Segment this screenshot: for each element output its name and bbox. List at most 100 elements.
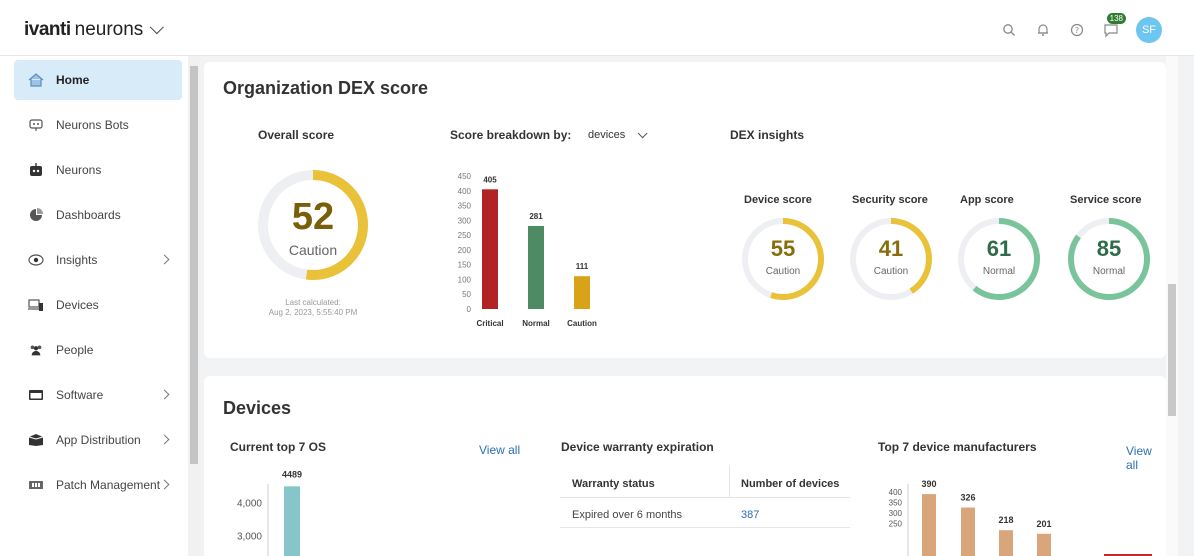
insight-score-arc xyxy=(742,218,824,300)
search-icon[interactable] xyxy=(1000,21,1018,39)
y-tick-label: 450 xyxy=(458,172,472,181)
robot-icon xyxy=(28,162,44,178)
sidebar-item-app-distribution[interactable]: App Distribution xyxy=(14,420,182,460)
bar-partial[interactable] xyxy=(1104,554,1152,556)
breakdown-label: Score breakdown by: xyxy=(450,128,572,142)
y-tick-label: 50 xyxy=(462,290,471,299)
x-category-label: Critical xyxy=(476,319,503,328)
main-scroll-thumb[interactable] xyxy=(1168,284,1176,416)
y-tick-label: 100 xyxy=(458,275,472,284)
y-tick-label: 300 xyxy=(458,216,472,225)
sidebar-item-home[interactable]: Home xyxy=(14,60,182,100)
manufacturers-view-all[interactable]: View all xyxy=(1126,444,1152,472)
sidebar-item-label: Software xyxy=(56,388,104,402)
bar[interactable] xyxy=(1037,533,1051,556)
chevron-down-icon xyxy=(150,20,165,35)
insight-score-value: 41 xyxy=(878,236,904,261)
chevron-right-icon xyxy=(159,434,170,445)
insight-score-gauge xyxy=(742,218,824,300)
devices-card: Devices Current top 7 OS View all 3,000 4… xyxy=(204,376,1166,556)
sidebar-item-neurons-bots[interactable]: Neurons Bots xyxy=(14,105,182,145)
bar-value-label: 218 xyxy=(998,515,1013,525)
bell-icon[interactable] xyxy=(1034,21,1052,39)
sidebar-item-label: Devices xyxy=(56,298,99,312)
box-icon xyxy=(28,432,44,448)
brand-menu[interactable]: ivanti neurons xyxy=(24,19,165,41)
breakdown-selected: devices xyxy=(588,129,626,141)
sidebar-item-label: Neurons Bots xyxy=(56,118,129,132)
overall-score-status: Caution xyxy=(288,242,338,258)
sidebar-item-software[interactable]: Software xyxy=(14,375,182,415)
warranty-header-status: Warranty status xyxy=(572,478,655,490)
insight-score-label: Service score xyxy=(1070,194,1142,206)
bar[interactable] xyxy=(961,507,975,556)
top-bar: ivanti neurons ? 138 SF xyxy=(0,0,1194,56)
insight-score-status: Caution xyxy=(765,266,801,277)
avatar[interactable]: SF xyxy=(1136,17,1162,43)
help-icon[interactable]: ? xyxy=(1068,21,1086,39)
insight-score-label: Device score xyxy=(744,194,812,206)
sidebar-item-label: People xyxy=(56,343,94,357)
warranty-label: Device warranty expiration xyxy=(561,440,714,454)
chevron-right-icon xyxy=(159,389,170,400)
sidebar-item-label: Patch Management xyxy=(56,478,161,492)
sidebar-item-people[interactable]: People xyxy=(14,330,182,370)
y-tick-label: 350 xyxy=(889,499,903,508)
y-tick-label: 300 xyxy=(889,509,903,518)
warranty-table: Warranty status Number of devices Expire… xyxy=(560,466,850,556)
y-tick-label: 150 xyxy=(458,261,472,270)
bar[interactable] xyxy=(999,530,1013,556)
bar-value-label: 111 xyxy=(576,262,589,271)
sidebar-item-devices[interactable]: Devices xyxy=(14,285,182,325)
warranty-row-count[interactable]: 387 xyxy=(741,509,760,521)
bar[interactable] xyxy=(482,189,498,309)
sidebar-item-dashboards[interactable]: Dashboards xyxy=(14,195,182,235)
bar-value-label: 405 xyxy=(483,175,497,184)
insight-score-status: Normal xyxy=(982,266,1016,277)
devices-section-title: Devices xyxy=(223,398,292,418)
insight-score-arc xyxy=(850,218,932,300)
breakdown-dropdown[interactable]: devices xyxy=(588,127,648,141)
top-os-view-all[interactable]: View all xyxy=(479,443,521,457)
chevron-right-icon xyxy=(159,479,170,490)
insight-score-value: 61 xyxy=(986,236,1012,261)
y-tick-label: 4,000 xyxy=(237,499,262,510)
pie-icon xyxy=(28,207,44,223)
insight-score-gauge xyxy=(958,218,1040,300)
software-icon xyxy=(28,387,44,403)
insight-score-status: Caution xyxy=(873,266,909,277)
manufacturers-label: Top 7 device manufacturers xyxy=(878,440,1037,454)
bar-value-label: 201 xyxy=(1036,519,1051,529)
y-tick-label: 400 xyxy=(889,488,903,497)
bar[interactable] xyxy=(574,276,590,309)
insight-score-status: Normal xyxy=(1092,266,1126,277)
dex-score-card: Organization DEX score Overall score 52 … xyxy=(204,62,1166,358)
insight-score-arc xyxy=(958,218,1040,300)
y-tick-label: 3,000 xyxy=(237,532,262,543)
bar-value-label: 390 xyxy=(921,479,936,489)
last-calculated-label: Last calculated: xyxy=(285,298,341,307)
top-os-label: Current top 7 OS xyxy=(230,440,327,454)
notification-badge: 138 xyxy=(1106,13,1126,24)
sidebar-item-patch-management[interactable]: Patch Management xyxy=(14,465,182,505)
chevron-down-icon xyxy=(637,127,648,138)
bar[interactable] xyxy=(284,486,300,556)
dex-insights-label: DEX insights xyxy=(730,128,805,142)
y-tick-label: 250 xyxy=(889,520,903,529)
bar[interactable] xyxy=(528,225,544,309)
sidebar-item-insights[interactable]: Insights xyxy=(14,240,182,280)
messages-icon[interactable]: 138 xyxy=(1102,13,1126,39)
y-tick-label: 400 xyxy=(458,187,472,196)
main-content: Organization DEX score Overall score 52 … xyxy=(200,56,1194,556)
people-icon xyxy=(28,342,44,358)
bar-value-label: 326 xyxy=(960,493,975,503)
insight-score-label: Security score xyxy=(852,194,928,206)
brand-logo: ivanti xyxy=(24,19,71,40)
sidebar-item-neurons[interactable]: Neurons xyxy=(14,150,182,190)
eye-icon xyxy=(28,252,44,268)
brand-product: neurons xyxy=(74,19,144,40)
overall-score-label: Overall score xyxy=(258,128,335,142)
overall-score-value: 52 xyxy=(291,196,335,238)
bar[interactable] xyxy=(922,494,936,556)
sidebar-scroll-thumb[interactable] xyxy=(190,66,198,464)
